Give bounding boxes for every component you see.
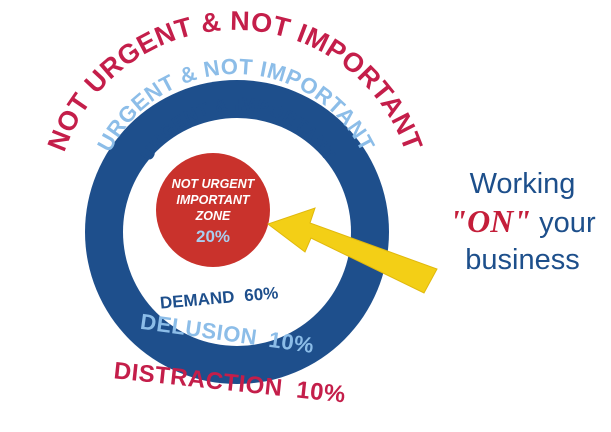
- side-caption: Working "ON" your business: [440, 166, 605, 279]
- center-pct: 20%: [196, 227, 230, 246]
- demand-pct: 60%: [243, 283, 279, 305]
- distraction-pct: 10%: [295, 377, 347, 409]
- side-line-3: business: [465, 244, 580, 276]
- center-zone: [156, 153, 270, 267]
- center-line-1: NOT URGENT: [172, 177, 256, 191]
- arrow-icon: [266, 207, 438, 294]
- side-emphasis: "ON": [449, 203, 532, 239]
- center-line-3: ZONE: [195, 209, 231, 223]
- side-line-2-rest: your: [531, 207, 596, 239]
- center-line-2: IMPORTANT: [176, 193, 251, 207]
- side-line-1: Working: [469, 168, 576, 200]
- side-line-2: "ON" your: [440, 203, 605, 242]
